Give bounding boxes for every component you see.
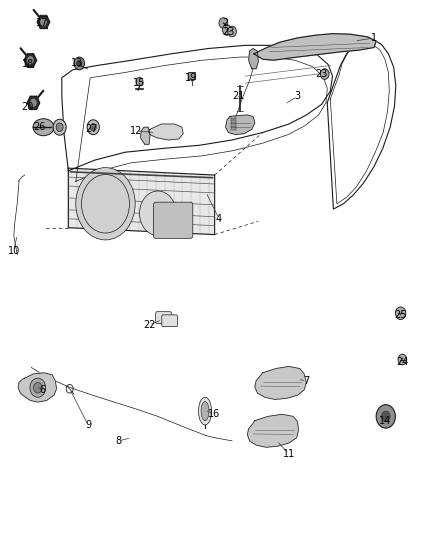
Text: 10: 10 xyxy=(8,246,20,255)
Polygon shape xyxy=(254,34,376,60)
Polygon shape xyxy=(141,127,150,144)
Circle shape xyxy=(33,382,42,393)
Circle shape xyxy=(76,167,135,240)
Circle shape xyxy=(320,69,329,79)
Text: 24: 24 xyxy=(396,357,409,367)
Polygon shape xyxy=(24,54,36,67)
Polygon shape xyxy=(247,414,298,447)
Circle shape xyxy=(219,18,228,28)
FancyBboxPatch shape xyxy=(231,116,236,119)
Text: 7: 7 xyxy=(303,376,310,386)
Text: 11: 11 xyxy=(283,449,295,458)
Text: 1: 1 xyxy=(371,33,377,43)
Text: 8: 8 xyxy=(116,436,122,446)
Circle shape xyxy=(77,60,82,67)
Text: 6: 6 xyxy=(39,385,45,395)
Circle shape xyxy=(140,191,176,236)
Circle shape xyxy=(90,124,96,131)
FancyBboxPatch shape xyxy=(162,315,177,327)
Circle shape xyxy=(396,307,406,320)
Polygon shape xyxy=(255,367,306,399)
FancyBboxPatch shape xyxy=(155,312,171,324)
Text: 23: 23 xyxy=(223,27,235,37)
Text: 19: 19 xyxy=(184,73,197,83)
Circle shape xyxy=(27,56,34,64)
Text: 16: 16 xyxy=(208,409,220,419)
Circle shape xyxy=(228,26,237,37)
Circle shape xyxy=(223,25,231,35)
FancyBboxPatch shape xyxy=(231,127,236,131)
Text: 17: 17 xyxy=(36,18,48,28)
Polygon shape xyxy=(249,49,258,69)
Ellipse shape xyxy=(56,123,63,132)
Text: 15: 15 xyxy=(133,78,146,88)
Text: 21: 21 xyxy=(233,91,245,101)
Text: 20: 20 xyxy=(21,102,34,112)
Text: 3: 3 xyxy=(294,91,300,101)
Text: 22: 22 xyxy=(143,320,155,330)
Circle shape xyxy=(136,77,143,86)
Ellipse shape xyxy=(33,119,54,136)
Circle shape xyxy=(74,57,85,70)
Text: 9: 9 xyxy=(85,420,91,430)
Text: 23: 23 xyxy=(315,69,328,79)
Polygon shape xyxy=(68,168,215,235)
Ellipse shape xyxy=(53,119,66,135)
FancyBboxPatch shape xyxy=(153,202,193,238)
Circle shape xyxy=(40,18,47,27)
Polygon shape xyxy=(37,15,49,28)
Circle shape xyxy=(381,411,390,422)
Text: 4: 4 xyxy=(216,214,222,224)
Circle shape xyxy=(398,354,407,365)
Polygon shape xyxy=(226,115,255,135)
Ellipse shape xyxy=(198,397,212,425)
FancyBboxPatch shape xyxy=(188,72,195,79)
Circle shape xyxy=(376,405,396,428)
Text: 18: 18 xyxy=(21,60,34,69)
Text: 2: 2 xyxy=(223,18,229,28)
FancyBboxPatch shape xyxy=(231,124,236,127)
Text: 13: 13 xyxy=(71,59,83,68)
Ellipse shape xyxy=(201,401,209,421)
Text: 25: 25 xyxy=(394,310,406,320)
Text: 27: 27 xyxy=(85,124,98,134)
Text: 26: 26 xyxy=(33,122,45,132)
Text: 14: 14 xyxy=(379,416,391,426)
Circle shape xyxy=(30,378,46,397)
Polygon shape xyxy=(27,96,39,109)
Circle shape xyxy=(87,120,99,135)
Polygon shape xyxy=(148,124,183,140)
Text: 12: 12 xyxy=(130,126,142,136)
FancyBboxPatch shape xyxy=(231,120,236,123)
Circle shape xyxy=(30,98,37,107)
Polygon shape xyxy=(18,373,57,402)
